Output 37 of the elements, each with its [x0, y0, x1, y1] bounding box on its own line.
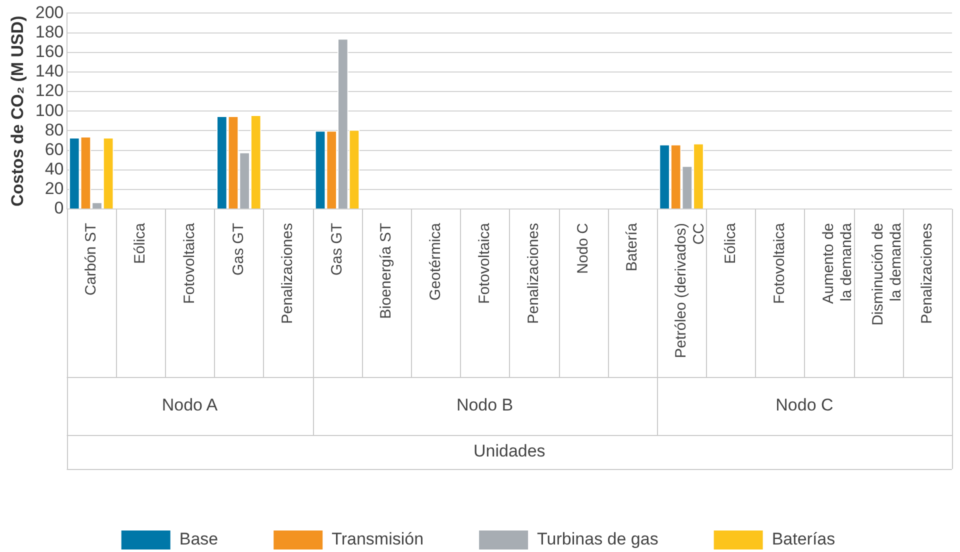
legend-label: Baterías [772, 530, 836, 549]
x-tick-label: Fotovoltaica [180, 222, 198, 304]
x-tick-label: Batería [623, 222, 640, 272]
x-tick-label: Nodo C [574, 222, 592, 274]
y-tick-label: 80 [44, 120, 64, 140]
x-tick-label: Geotérmica [426, 222, 444, 301]
x-tick-label: Penalizaciones [525, 223, 542, 324]
x-tick-label: Penalizaciones [918, 223, 936, 324]
text: Nodo C [776, 396, 834, 415]
x-tick-label: Eólica [722, 222, 739, 264]
x-tick-label: Fotovoltaica [771, 222, 788, 304]
x-tick-label: Eólica [132, 222, 149, 264]
x-tick-label: Gas GT [230, 223, 248, 276]
x-tick-label: Bioenergía ST [378, 223, 395, 319]
y-axis-title: Costos de CO₂ (M USD) [8, 16, 27, 206]
y-tick-label: 20 [44, 179, 64, 198]
y-tick-label: 60 [44, 140, 64, 159]
x-tick-label: Fotovoltaica [476, 222, 493, 304]
x-tick-label: Carbón ST [82, 223, 100, 296]
y-tick-label: 180 [35, 22, 64, 42]
y-tick-label: 100 [35, 100, 64, 120]
y-tick-label: 140 [35, 62, 64, 81]
text: Nodo B [456, 396, 514, 415]
x-tick-label: Gas GT [328, 223, 346, 276]
legend-label: Base [179, 530, 218, 549]
legend-label: Transmisión [332, 530, 424, 549]
y-tick-label: 40 [44, 160, 64, 179]
legend-label: Turbinas de gas [537, 530, 658, 549]
x-tick-label: Aumento de la demanda [820, 222, 856, 304]
text: Nodo A [162, 396, 218, 415]
y-tick-label: 0 [54, 198, 64, 218]
y-tick-label: 200 [35, 2, 64, 22]
x-tick-label: Penalizaciones [279, 223, 296, 324]
y-tick-label: 120 [35, 81, 64, 100]
x-axis-title: Unidades [473, 442, 546, 461]
x-tick-label: Petróleo (derivados) CC [672, 222, 708, 358]
y-tick-label: 160 [35, 42, 64, 62]
